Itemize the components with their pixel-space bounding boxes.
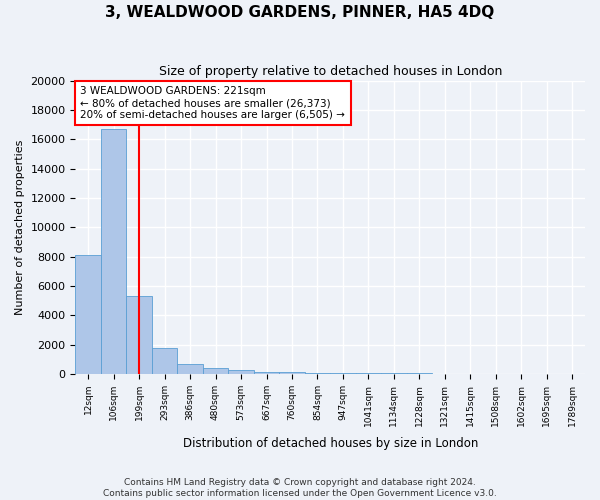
Bar [254, 372, 279, 374]
Bar [305, 372, 330, 374]
Bar [152, 348, 178, 374]
X-axis label: Distribution of detached houses by size in London: Distribution of detached houses by size … [182, 437, 478, 450]
Text: Contains HM Land Registry data © Crown copyright and database right 2024.
Contai: Contains HM Land Registry data © Crown c… [103, 478, 497, 498]
Title: Size of property relative to detached houses in London: Size of property relative to detached ho… [158, 65, 502, 78]
Y-axis label: Number of detached properties: Number of detached properties [15, 140, 25, 315]
Bar [76, 255, 101, 374]
Bar [127, 296, 152, 374]
Bar [228, 370, 254, 374]
Bar [356, 373, 381, 374]
Bar [279, 372, 305, 374]
Bar [330, 373, 356, 374]
Text: 3 WEALDWOOD GARDENS: 221sqm
← 80% of detached houses are smaller (26,373)
20% of: 3 WEALDWOOD GARDENS: 221sqm ← 80% of det… [80, 86, 346, 120]
Bar [203, 368, 228, 374]
Text: 3, WEALDWOOD GARDENS, PINNER, HA5 4DQ: 3, WEALDWOOD GARDENS, PINNER, HA5 4DQ [106, 5, 494, 20]
Bar [178, 364, 203, 374]
Bar [101, 129, 127, 374]
